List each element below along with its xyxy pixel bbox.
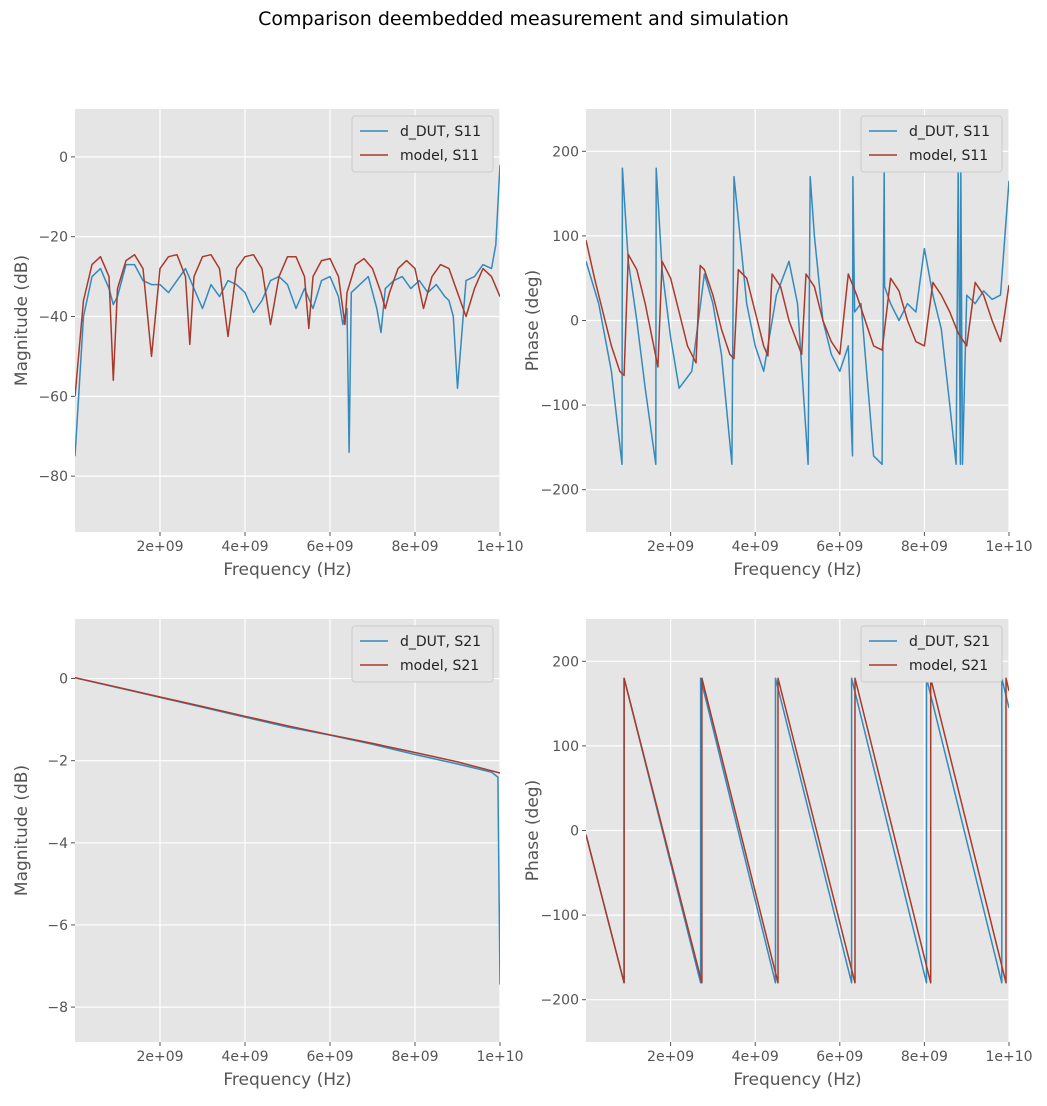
x-tick-label: 4e+09 (221, 1049, 268, 1065)
x-tick-label: 1e+10 (476, 539, 523, 555)
y-tick-label: 0 (59, 150, 68, 166)
legend-box (351, 115, 494, 173)
y-tick-label: 0 (570, 824, 579, 840)
legend-label-model: model, S21 (909, 658, 988, 674)
y-tick-label: 0 (59, 672, 68, 688)
x-tick-label: 2e+09 (136, 539, 183, 555)
legend-box (860, 115, 1003, 173)
x-tick-label: 6e+09 (816, 539, 863, 555)
x-tick-label: 6e+09 (306, 539, 353, 555)
x-tick-label: 6e+09 (816, 1049, 863, 1065)
legend-label-model: model, S11 (400, 148, 479, 164)
series-line-measurement (75, 164, 500, 457)
series-line-model (75, 253, 500, 397)
legend: d_DUT, S11 model, S11 (860, 115, 1003, 173)
y-tick-label: −20 (38, 230, 68, 246)
legend-box (860, 625, 1003, 683)
y-axis-label: Phase (deg) (523, 780, 543, 881)
y-tick-label: −100 (541, 908, 579, 924)
x-tick-label: 8e+09 (391, 539, 438, 555)
x-tick-label: 4e+09 (732, 1049, 779, 1065)
y-tick-label: −80 (38, 469, 68, 485)
x-tick-label: 1e+10 (985, 539, 1032, 555)
x-tick-label: 1e+10 (985, 1049, 1032, 1065)
y-tick-label: −2 (47, 754, 68, 770)
plot-area (75, 109, 500, 532)
x-tick-label: 4e+09 (221, 539, 268, 555)
legend: d_DUT, S21 model, S21 (860, 625, 1003, 683)
plot-area (75, 619, 500, 1042)
legend-label-measurement: d_DUT, S21 (909, 634, 990, 650)
x-axis-label: Frequency (Hz) (733, 560, 861, 580)
legend-box (351, 625, 494, 683)
y-tick-label: 200 (552, 654, 579, 670)
x-tick-label: 4e+09 (732, 539, 779, 555)
y-tick-label: −40 (38, 310, 68, 326)
legend-label-model: model, S21 (400, 658, 479, 674)
y-tick-label: −100 (541, 398, 579, 414)
y-tick-label: 0 (570, 314, 579, 330)
y-tick-label: 200 (552, 144, 579, 160)
x-tick-label: 6e+09 (306, 1049, 353, 1065)
x-axis-label: Frequency (Hz) (223, 1070, 351, 1090)
figure-title: Comparison deembedded measurement and si… (258, 8, 789, 30)
x-tick-label: 8e+09 (901, 1049, 948, 1065)
y-tick-label: −4 (47, 836, 68, 852)
y-axis-label: Magnitude (dB) (12, 255, 32, 386)
series-line-model (586, 239, 1009, 377)
x-tick-label: 2e+09 (647, 539, 694, 555)
chart-s21-phase: 2e+09 4e+09 6e+09 8e+09 1e+10 −200 −100 0 100 200… (523, 619, 1033, 1090)
legend-label-model: model, S11 (909, 148, 988, 164)
legend-label-measurement: d_DUT, S11 (400, 124, 481, 140)
y-tick-label: 100 (552, 229, 579, 245)
chart-s21-mag: 2e+09 4e+09 6e+09 8e+09 1e+10 −8 −6 −4 −2 0 Freque… (12, 619, 524, 1090)
y-tick-label: −200 (541, 483, 579, 499)
x-tick-label: 2e+09 (647, 1049, 694, 1065)
y-tick-label: −200 (541, 993, 579, 1009)
x-tick-label: 1e+10 (476, 1049, 523, 1065)
series-line-model (75, 676, 500, 774)
y-axis-label: Magnitude (dB) (12, 765, 32, 896)
legend-label-measurement: d_DUT, S21 (400, 634, 481, 650)
legend: d_DUT, S21 model, S21 (351, 625, 494, 683)
x-tick-label: 8e+09 (901, 539, 948, 555)
x-axis-label: Frequency (Hz) (733, 1070, 861, 1090)
chart-s11-mag: 2e+09 4e+09 6e+09 8e+09 1e+10 −80 −60 −40 −20 0 Fr… (12, 109, 524, 580)
y-tick-label: −8 (47, 1000, 68, 1016)
y-tick-label: −6 (47, 918, 68, 934)
chart-s11-phase: 2e+09 4e+09 6e+09 8e+09 1e+10 −200 −100 0 100 200… (523, 109, 1033, 580)
y-tick-label: 100 (552, 739, 579, 755)
legend: d_DUT, S11 model, S11 (351, 115, 494, 173)
y-axis-label: Phase (deg) (523, 270, 543, 371)
legend-label-measurement: d_DUT, S11 (909, 124, 990, 140)
x-tick-label: 8e+09 (391, 1049, 438, 1065)
x-tick-label: 2e+09 (136, 1049, 183, 1065)
y-tick-label: −60 (38, 389, 68, 405)
series-line-model (586, 677, 1009, 984)
x-axis-label: Frequency (Hz) (223, 560, 351, 580)
